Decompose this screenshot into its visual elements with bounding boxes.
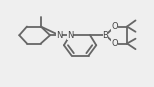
Text: O: O bbox=[111, 39, 118, 48]
Text: N: N bbox=[56, 31, 63, 40]
Text: B: B bbox=[103, 31, 108, 40]
Text: O: O bbox=[111, 22, 118, 31]
Text: N: N bbox=[67, 31, 73, 40]
